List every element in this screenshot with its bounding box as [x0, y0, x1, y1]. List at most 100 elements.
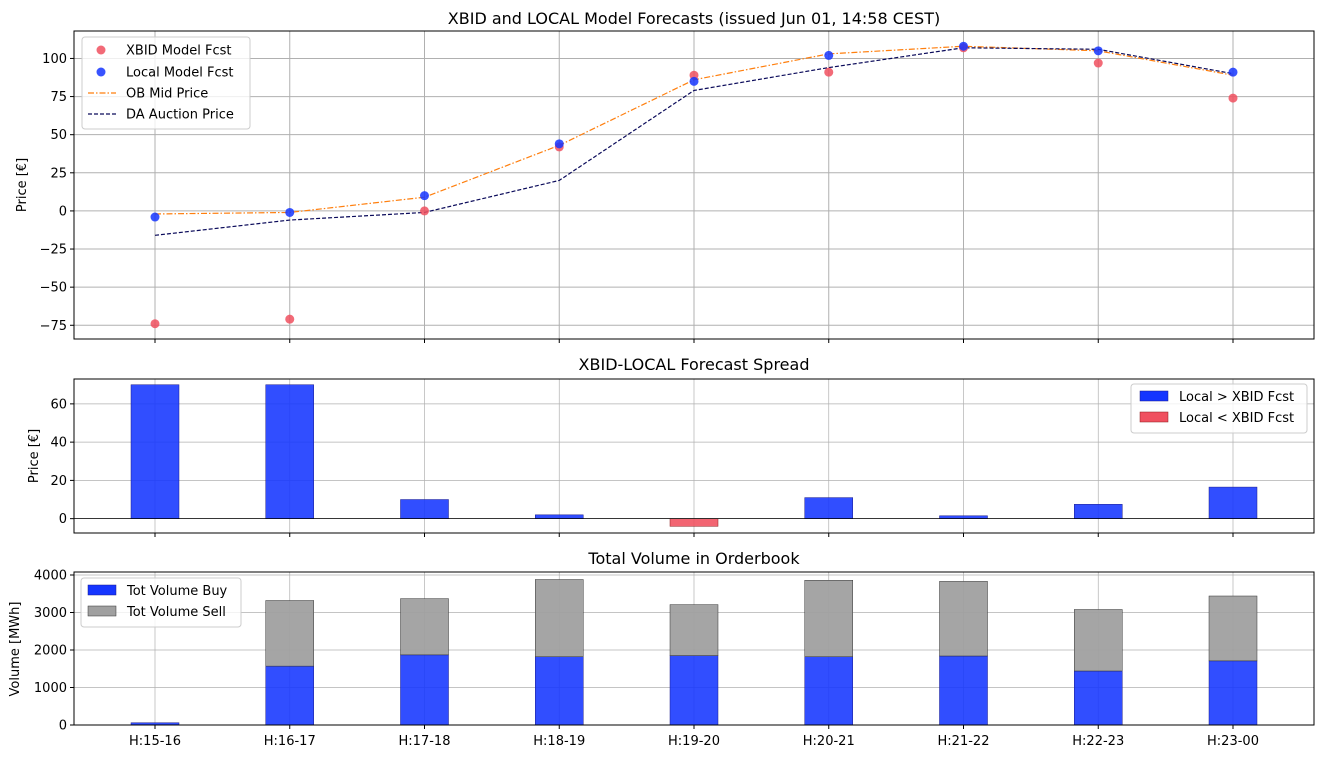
legend-local-gt-swatch	[1139, 390, 1169, 402]
y-tick-label: 3000	[34, 606, 67, 621]
point-xbid-model-fcst	[285, 314, 295, 324]
buy-bar	[265, 665, 314, 726]
legend-xbid-label: XBID Model Fcst	[126, 44, 231, 59]
spread-bar	[804, 497, 853, 519]
spread-legend: Local > XBID Fcst Local < XBID Fcst	[1130, 383, 1308, 434]
spread-plot	[74, 384, 1314, 527]
spread-panel: XBID-LOCAL Forecast Spread 0 20 40 60 Price…	[27, 355, 1315, 537]
legend-da-label: DA Auction Price	[126, 108, 234, 123]
y-tick-label: 100	[42, 52, 67, 67]
legend-buy-swatch	[87, 584, 117, 596]
y-tick-label: 40	[50, 436, 67, 451]
buy-bar	[1208, 660, 1258, 726]
legend-local-lt-swatch	[1139, 411, 1169, 423]
sell-bar	[400, 598, 449, 656]
sell-bar	[535, 579, 584, 657]
y-tick-label: 75	[50, 90, 67, 105]
y-tick-label: 0	[59, 719, 67, 734]
spread-bar	[1074, 504, 1123, 519]
point-local-model-fcst	[420, 191, 429, 201]
x-tick-label: H:21-22	[938, 734, 990, 749]
spread-grid	[74, 379, 1314, 533]
x-tick-label: H:15-16	[129, 734, 181, 749]
forecast-y-ticks: −75 −50 −25 0 25 50 75 100	[40, 52, 74, 334]
buy-bar	[535, 656, 584, 726]
volume-legend-box	[80, 577, 242, 628]
spread-x-ticks	[154, 533, 1234, 537]
spread-y-ticks: 0 20 40 60	[50, 397, 74, 527]
forecast-title: XBID and LOCAL Model Forecasts (issued J…	[448, 9, 940, 28]
buy-bar	[400, 654, 449, 726]
y-tick-label: −25	[40, 243, 67, 258]
y-tick-label: 0	[59, 512, 67, 527]
forecast-x-ticks	[154, 339, 1234, 343]
point-xbid-model-fcst	[150, 319, 160, 329]
y-tick-label: 25	[50, 166, 67, 181]
point-xbid-model-fcst	[420, 206, 429, 216]
buy-bar	[804, 656, 853, 726]
y-tick-label: 50	[50, 128, 67, 143]
point-local-model-fcst	[554, 139, 564, 149]
y-tick-label: 1000	[34, 681, 67, 696]
point-local-model-fcst	[1093, 46, 1103, 56]
legend-local-label: Local Model Fcst	[126, 66, 234, 81]
spread-bar	[535, 514, 584, 519]
buy-bar	[1074, 670, 1123, 726]
x-tick-label: H:19-20	[668, 734, 720, 749]
x-tick-label: H:20-21	[803, 734, 855, 749]
sell-bar	[804, 580, 853, 657]
spread-legend-box	[1130, 383, 1308, 434]
sell-bar	[939, 581, 988, 657]
y-tick-label: 4000	[34, 569, 67, 584]
forecast-grid	[74, 31, 1314, 339]
legend-sell-label: Tot Volume Sell	[126, 605, 226, 620]
legend-sell-swatch	[87, 605, 117, 617]
y-tick-label: −50	[40, 281, 67, 296]
volume-y-label: Volume [MWh]	[8, 602, 23, 697]
forecast-legend: XBID Model Fcst Local Model Fcst OB Mid …	[81, 36, 251, 130]
buy-bar	[939, 655, 988, 726]
point-xbid-model-fcst	[1228, 93, 1238, 103]
volume-x-ticks: H:15-16 H:16-17 H:17-18 H:18-19 H:19-20 H:20-…	[129, 725, 1259, 749]
legend-ob-mid-label: OB Mid Price	[126, 87, 208, 102]
x-tick-label: H:18-19	[533, 734, 585, 749]
volume-y-ticks: 0 1000 2000 3000 4000	[34, 569, 74, 734]
y-tick-label: −75	[40, 319, 67, 334]
y-tick-label: 20	[50, 474, 67, 489]
spread-bar	[939, 515, 988, 519]
y-tick-label: 2000	[34, 644, 67, 659]
spread-bar	[669, 518, 719, 527]
point-xbid-model-fcst	[1093, 58, 1103, 68]
point-local-model-fcst	[824, 50, 834, 60]
legend-local-marker	[96, 67, 106, 77]
sell-bar	[669, 604, 719, 656]
sell-bar	[265, 600, 314, 667]
volume-legend: Tot Volume Buy Tot Volume Sell	[80, 577, 242, 628]
volume-title: Total Volume in Orderbook	[587, 549, 800, 568]
point-local-model-fcst	[150, 212, 160, 222]
spread-bar	[130, 384, 180, 519]
legend-xbid-marker	[96, 45, 106, 55]
forecast-legend-box	[81, 36, 251, 130]
sell-bar	[1208, 595, 1258, 662]
legend-local-gt-label: Local > XBID Fcst	[1179, 390, 1294, 405]
point-local-model-fcst	[1228, 67, 1238, 77]
forecast-panel: XBID and LOCAL Model Forecasts (issued J…	[15, 9, 1315, 343]
point-local-model-fcst	[689, 76, 699, 86]
legend-buy-label: Tot Volume Buy	[126, 584, 228, 599]
series-line-da-auction-price	[154, 47, 1234, 236]
forecast-plot	[150, 41, 1238, 329]
volume-plot	[130, 579, 1258, 726]
volume-panel: Total Volume in Orderbook 0 1000 2000 3000 4…	[8, 549, 1315, 749]
y-tick-label: 0	[59, 204, 67, 219]
x-tick-label: H:23-00	[1207, 734, 1259, 749]
point-local-model-fcst	[959, 41, 968, 51]
spread-bar	[1208, 486, 1258, 519]
spread-y-label: Price [€]	[27, 429, 42, 483]
x-tick-label: H:17-18	[399, 734, 451, 749]
spread-bar	[265, 384, 314, 519]
x-tick-label: H:16-17	[264, 734, 316, 749]
spread-bar	[400, 499, 449, 519]
x-tick-label: H:22-23	[1072, 734, 1124, 749]
